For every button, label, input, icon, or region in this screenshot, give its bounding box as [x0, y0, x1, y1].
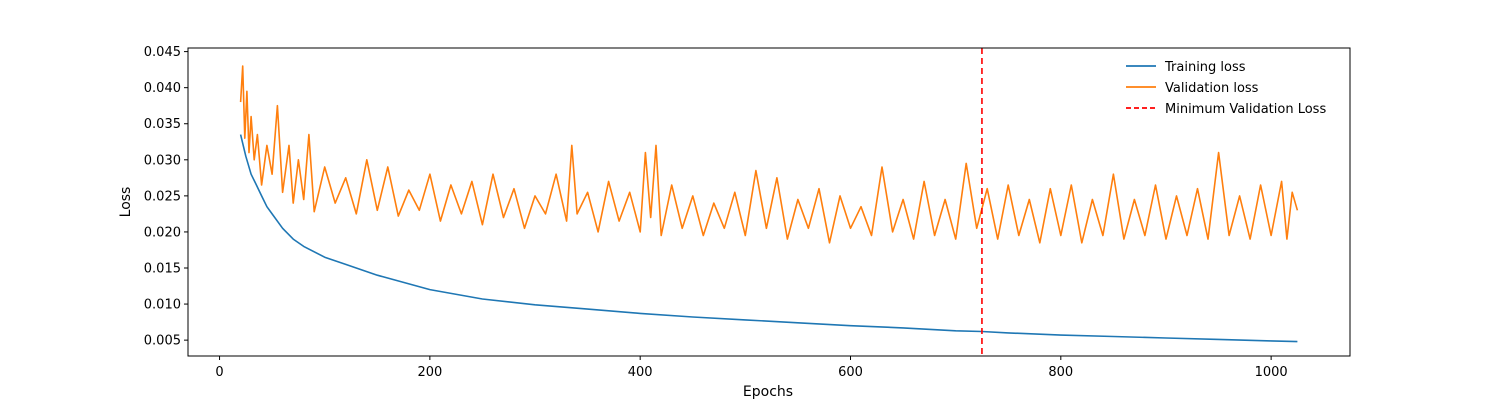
y-axis-label: Loss: [118, 187, 134, 218]
x-tick-label: 1000: [1255, 365, 1288, 380]
x-tick-label: 800: [1048, 365, 1073, 380]
legend-label: Validation loss: [1165, 81, 1259, 96]
legend: Training loss Validation loss Minimum Vali…: [1126, 60, 1326, 117]
y-axis-ticks: 0.005 0.010 0.015 0.020 0.025 0.030 0.035 0.040…: [144, 45, 188, 349]
x-tick-label: 0: [215, 365, 223, 380]
y-tick-label: 0.020: [144, 225, 181, 240]
x-tick-label: 200: [417, 365, 442, 380]
y-tick-label: 0.010: [144, 298, 181, 313]
y-tick-label: 0.030: [144, 153, 181, 168]
x-axis-label: Epochs: [743, 384, 793, 400]
x-tick-label: 600: [838, 365, 863, 380]
plot-frame: [187, 47, 1351, 357]
x-axis-ticks: 0 200 400 600 800 1000: [215, 356, 1288, 380]
legend-label: Training loss: [1164, 60, 1246, 75]
y-tick-label: 0.005: [144, 334, 181, 349]
y-tick-label: 0.025: [144, 189, 181, 204]
series-line-validation-loss: [239, 65, 1299, 244]
y-tick-label: 0.035: [144, 117, 181, 132]
y-tick-label: 0.040: [144, 81, 181, 96]
y-tick-label: 0.045: [144, 45, 181, 60]
legend-label: Minimum Validation Loss: [1165, 102, 1326, 117]
plot-lines: [239, 65, 1299, 343]
y-tick-label: 0.015: [144, 262, 181, 277]
x-tick-label: 400: [628, 365, 653, 380]
series-line-training-loss: [239, 134, 1298, 343]
